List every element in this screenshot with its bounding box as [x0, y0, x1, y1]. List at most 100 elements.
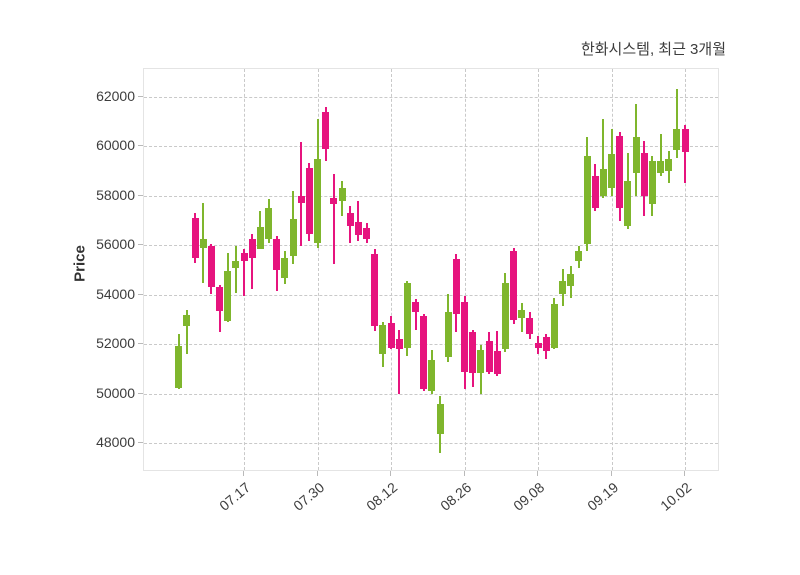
candle-wick	[398, 329, 401, 394]
candle-down[interactable]	[363, 227, 371, 240]
candle-up[interactable]	[599, 169, 607, 196]
candle-up[interactable]	[338, 187, 346, 201]
candle-up[interactable]	[199, 239, 207, 248]
candle-up[interactable]	[501, 283, 509, 350]
x-gridline	[391, 69, 393, 470]
candle-down[interactable]	[485, 340, 493, 372]
x-tick-label: 09.19	[583, 479, 621, 514]
candle-down[interactable]	[191, 218, 199, 259]
y-gridline	[144, 393, 718, 395]
candle-down[interactable]	[420, 315, 428, 389]
y-tick-label: 52000	[96, 335, 135, 352]
candle-up[interactable]	[379, 324, 387, 355]
candle-down[interactable]	[469, 332, 477, 373]
candle-down[interactable]	[616, 136, 624, 208]
candle-down[interactable]	[395, 339, 403, 350]
x-gridline	[538, 69, 540, 470]
candle-up[interactable]	[608, 153, 616, 189]
candle-down[interactable]	[248, 239, 256, 258]
candle-down[interactable]	[640, 152, 648, 196]
candle-up[interactable]	[665, 158, 673, 171]
candle-up[interactable]	[477, 350, 485, 373]
candle-down[interactable]	[354, 221, 362, 236]
y-gridline	[144, 245, 718, 247]
candle-up[interactable]	[183, 314, 191, 326]
candle-up[interactable]	[224, 270, 232, 321]
candle-up[interactable]	[575, 250, 583, 261]
candle-down[interactable]	[510, 250, 518, 321]
candle-up[interactable]	[232, 260, 240, 268]
candle-wick	[659, 134, 662, 176]
x-tick-mark	[537, 471, 539, 476]
x-tick-mark	[390, 471, 392, 476]
y-tick-label: 54000	[96, 285, 135, 302]
candle-up[interactable]	[657, 161, 665, 173]
candle-down[interactable]	[346, 212, 354, 226]
candle-down[interactable]	[387, 323, 395, 349]
x-tick-mark	[610, 471, 612, 476]
candle-up[interactable]	[559, 280, 567, 295]
y-tick-mark	[138, 145, 143, 147]
candle-up[interactable]	[436, 403, 444, 435]
candle-down[interactable]	[297, 195, 305, 203]
x-tick-label: 07.17	[216, 479, 254, 514]
candle-up[interactable]	[428, 360, 436, 391]
candle-up[interactable]	[444, 312, 452, 358]
candle-up[interactable]	[583, 155, 591, 245]
candle-up[interactable]	[624, 180, 632, 226]
x-tick-mark	[316, 471, 318, 476]
x-gridline	[685, 69, 687, 470]
candle-down[interactable]	[534, 342, 542, 349]
candle-down[interactable]	[240, 252, 248, 261]
candle-up[interactable]	[403, 282, 411, 348]
candle-down[interactable]	[322, 111, 330, 150]
candle-wick	[332, 174, 335, 265]
candle-down[interactable]	[493, 350, 501, 374]
x-tick-label: 07.30	[289, 479, 327, 514]
candle-down[interactable]	[591, 176, 599, 208]
candle-down[interactable]	[216, 286, 224, 312]
y-gridline	[144, 146, 718, 148]
candle-up[interactable]	[673, 128, 681, 150]
y-tick-label: 56000	[96, 236, 135, 253]
candle-down[interactable]	[526, 317, 534, 335]
candle-up[interactable]	[256, 226, 264, 249]
candle-up[interactable]	[567, 274, 575, 286]
y-tick-mark	[138, 244, 143, 246]
x-tick-mark	[463, 471, 465, 476]
candle-down[interactable]	[681, 128, 689, 152]
candle-up[interactable]	[314, 159, 322, 244]
candle-down[interactable]	[305, 168, 313, 235]
candle-wick	[414, 299, 417, 330]
y-tick-mark	[138, 194, 143, 196]
candle-up[interactable]	[648, 161, 656, 205]
candle-up[interactable]	[175, 345, 183, 388]
y-tick-label: 58000	[96, 186, 135, 203]
candle-down[interactable]	[461, 302, 469, 372]
candle-down[interactable]	[542, 336, 550, 351]
candle-down[interactable]	[371, 254, 379, 326]
y-gridline	[144, 443, 718, 445]
candle-down[interactable]	[207, 245, 215, 288]
candle-down[interactable]	[330, 197, 338, 205]
candle-up[interactable]	[289, 219, 297, 256]
candle-wick	[357, 200, 360, 241]
candle-up[interactable]	[632, 136, 640, 173]
candle-up[interactable]	[550, 304, 558, 348]
y-tick-label: 48000	[96, 434, 135, 451]
candle-up[interactable]	[281, 257, 289, 278]
candle-wick	[234, 246, 237, 293]
candle-down[interactable]	[273, 239, 281, 271]
x-tick-mark	[243, 471, 245, 476]
plot-area[interactable]	[143, 68, 719, 471]
candle-wick	[675, 88, 678, 158]
candle-up[interactable]	[518, 310, 526, 318]
y-tick-mark	[138, 293, 143, 295]
x-gridline	[317, 69, 319, 470]
candle-up[interactable]	[265, 207, 273, 240]
candle-down[interactable]	[412, 302, 420, 313]
x-tick-label: 10.02	[657, 479, 695, 514]
candle-down[interactable]	[452, 259, 460, 315]
y-tick-mark	[138, 392, 143, 394]
y-tick-label: 60000	[96, 137, 135, 154]
